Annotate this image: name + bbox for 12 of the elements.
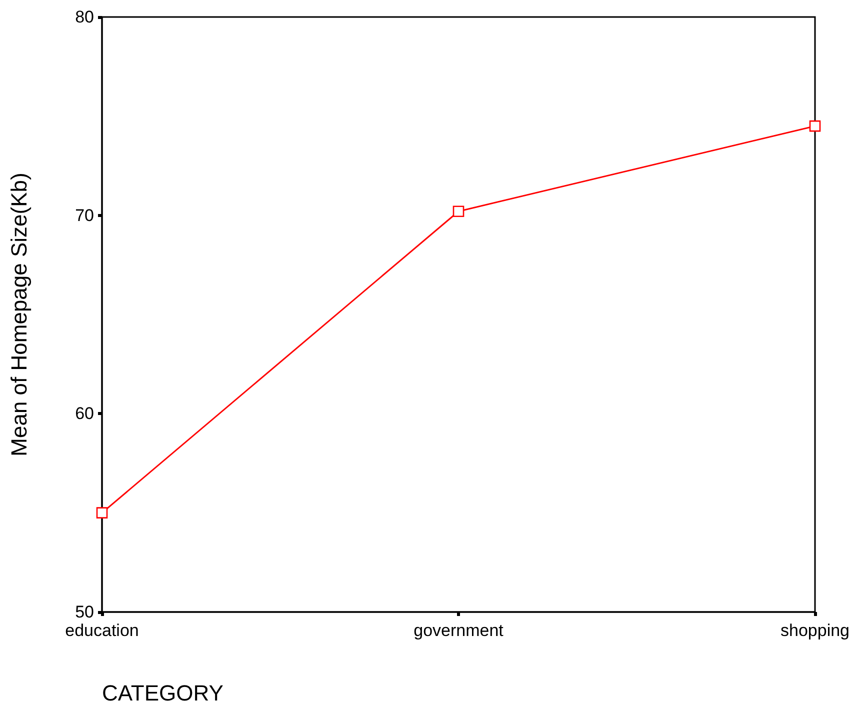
y-tick-label: 80 [75,8,94,26]
x-tick-label: shopping [780,621,850,640]
point [809,120,821,132]
point [96,507,108,518]
y-tick-label: 50 [75,602,94,622]
y-tick-label: 60 [75,404,94,424]
y-axis-title: Mean of Homepage Size(Kb) [6,172,32,456]
x-tick-label: education [65,621,139,640]
x-tick-label: government [414,621,504,640]
y-tick-label: 70 [75,206,94,225]
point [452,206,464,218]
x-axis-title: CATEGORY [102,680,224,706]
